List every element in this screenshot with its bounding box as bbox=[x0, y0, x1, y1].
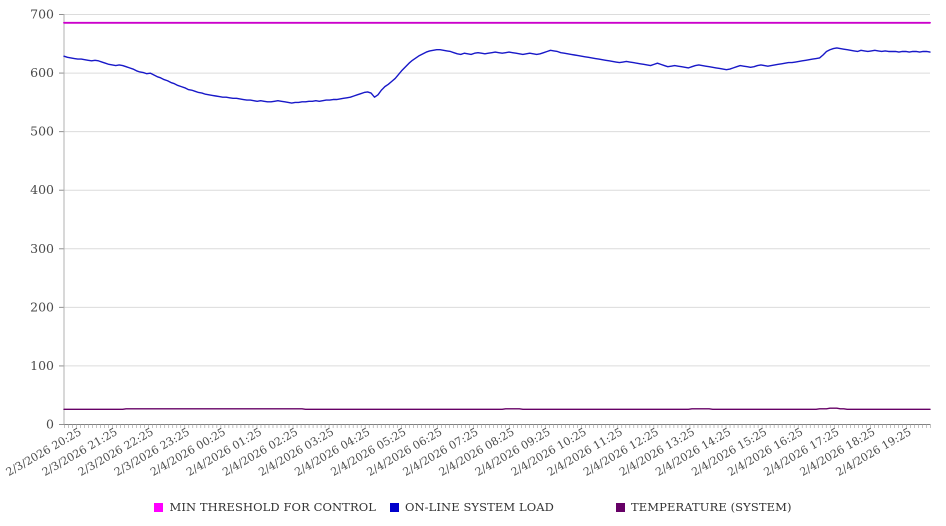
legend-label-temperature: TEMPERATURE (SYSTEM) bbox=[631, 500, 792, 514]
series-line-2 bbox=[63, 407, 931, 411]
legend-label-system-load: ON-LINE SYSTEM LOAD bbox=[404, 500, 554, 514]
y-axis-ticks: 0 100 200 300 400 500 600 700 bbox=[30, 7, 64, 432]
legend-swatch-min-threshold bbox=[154, 502, 164, 512]
legend-label-min-threshold: MIN THRESHOLD FOR CONTROL bbox=[169, 500, 376, 514]
y-tick-label: 300 bbox=[30, 241, 54, 256]
legend-swatch-system-load bbox=[389, 502, 399, 512]
x-axis-minor-ticks bbox=[64, 424, 931, 428]
line-chart: 0 100 200 300 400 500 600 700 2/3/2026 20:252/3… bbox=[4, 7, 931, 479]
series-line-1 bbox=[63, 47, 931, 104]
y-tick-label: 200 bbox=[30, 299, 54, 314]
y-tick-label: 400 bbox=[30, 182, 54, 197]
plot-background bbox=[64, 14, 930, 424]
legend-item-system-load: ON-LINE SYSTEM LOAD bbox=[389, 500, 554, 514]
y-tick-label: 100 bbox=[30, 358, 54, 373]
y-tick-label: 700 bbox=[30, 7, 54, 22]
y-tick-label: 600 bbox=[30, 65, 54, 80]
gridlines bbox=[64, 14, 930, 367]
legend-item-min-threshold: MIN THRESHOLD FOR CONTROL bbox=[154, 500, 376, 514]
legend-swatch-temperature bbox=[616, 502, 625, 512]
y-tick-label: 0 bbox=[46, 417, 54, 432]
legend-item-temperature: TEMPERATURE (SYSTEM) bbox=[616, 500, 792, 514]
x-axis-tick-labels: 2/3/2026 20:252/3/2026 21:252/3/2026 22:… bbox=[4, 425, 914, 479]
series-layer bbox=[63, 21, 931, 411]
y-tick-label: 500 bbox=[30, 124, 54, 139]
chart-legend: MIN THRESHOLD FOR CONTROL ON-LINE SYSTEM… bbox=[0, 495, 946, 519]
